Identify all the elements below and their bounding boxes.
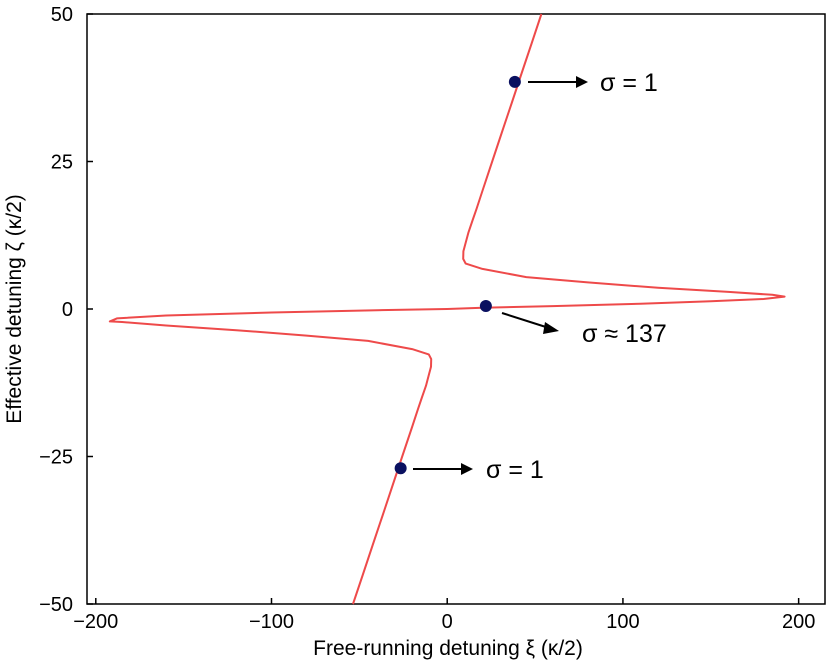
annotation-label-bottom: σ = 1 (486, 456, 544, 484)
y-tick-label: −50 (39, 594, 73, 616)
data-point-marker (394, 462, 407, 475)
annotations: σ = 1 σ ≈ 137 σ = 1 (413, 69, 667, 484)
x-tick-label: −100 (249, 611, 294, 633)
annotation-arrowhead-top (576, 76, 588, 88)
x-tick-label: 200 (782, 611, 815, 633)
annotation-arrow-mid (501, 312, 550, 329)
y-axis-label: Effective detuning ζ (κ/2) (3, 194, 26, 424)
x-axis-label: Free-running detuning ξ (κ/2) (313, 637, 583, 660)
y-ticks: −50 −25 0 25 50 (39, 4, 93, 616)
annotation-arrowhead-bottom (461, 463, 473, 475)
y-tick-label: 25 (51, 152, 73, 174)
x-tick-label: 0 (442, 611, 453, 633)
y-tick-label: −25 (39, 447, 73, 469)
x-ticks: −200 −100 0 100 200 (73, 598, 815, 633)
y-tick-label: 0 (62, 299, 73, 321)
x-tick-label: −200 (73, 611, 118, 633)
annotation-label-top: σ = 1 (600, 69, 658, 97)
annotation-label-mid: σ ≈ 137 (582, 320, 667, 348)
series-layer (108, 13, 786, 605)
data-point-marker (508, 75, 521, 88)
data-point-marker (479, 300, 492, 313)
series-line (108, 13, 786, 605)
y-tick-label: 50 (51, 4, 73, 26)
annotation-arrowhead-mid (543, 322, 559, 334)
x-tick-label: 100 (606, 611, 639, 633)
